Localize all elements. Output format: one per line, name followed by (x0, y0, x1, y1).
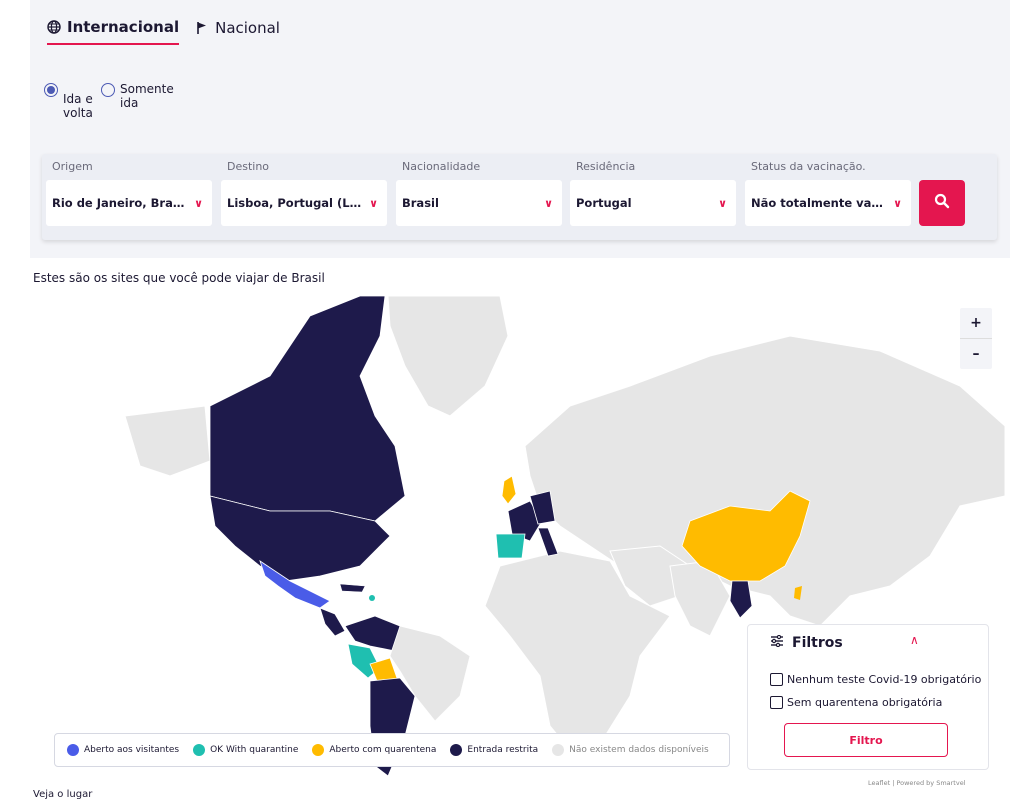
nationality-label: Nacionalidade (402, 160, 481, 173)
legend-dot-ok-quarantine (193, 744, 206, 756)
chevron-down-icon: ∨ (194, 196, 203, 210)
residence-value: Portugal (576, 196, 632, 210)
legend-label-open: Aberto aos visitantes (84, 745, 180, 755)
region-china (681, 490, 811, 582)
region-usa (209, 495, 391, 582)
zoom-control: + – (960, 308, 992, 369)
vaccination-label: Status da vacinação. (751, 160, 866, 173)
region-greenland (387, 296, 509, 417)
filter-checkbox-no-test[interactable] (770, 673, 783, 686)
nationality-field: Nacionalidade Brasil ∨ (396, 160, 562, 226)
tab-internacional[interactable]: Internacional (47, 18, 180, 45)
legend-dot-quarantine (312, 744, 325, 756)
region-canada (209, 296, 406, 522)
region-germany-area (529, 490, 556, 525)
legend-label-ok-quarantine: OK With quarantine (210, 745, 299, 755)
legend-item-ok-quarantine: OK With quarantine (193, 744, 298, 756)
legend-dot-restricted (450, 744, 463, 756)
region-iberia (495, 533, 526, 559)
zoom-divider (960, 338, 992, 339)
residence-field: Residência Portugal ∨ (570, 160, 736, 226)
legend-label-quarantine: Aberto com quarentena (329, 745, 437, 755)
round-trip-option[interactable]: Ida e volta (44, 82, 125, 120)
filters-header: Filtros (770, 634, 843, 651)
region-cuba (339, 583, 366, 593)
origin-value: Rio de Janeiro, Brasil (... (52, 196, 190, 210)
legend-label-restricted: Entrada restrita (467, 745, 539, 755)
one-way-option[interactable]: Somente ida (101, 82, 182, 120)
filter-label-no-test: Nenhum teste Covid-19 obrigatório (787, 673, 982, 686)
destination-field: Destino Lisboa, Portugal (LIS), ∨ (221, 160, 387, 226)
filter-label-no-quarantine: Sem quarentena obrigatória (787, 696, 943, 709)
search-icon (934, 193, 950, 213)
legend-item-open: Aberto aos visitantes (67, 744, 179, 756)
search-button[interactable] (919, 180, 965, 226)
trip-tabs: Internacional Nacional (47, 18, 280, 45)
region-africa (484, 550, 671, 757)
filter-checkbox-no-quarantine[interactable] (770, 696, 783, 709)
residence-label: Residência (576, 160, 636, 173)
one-way-label: Somente ida (120, 82, 174, 110)
region-brazil (389, 625, 471, 722)
legend-label-no-data: Não existem dados disponíveis (569, 745, 709, 755)
legend-item-no-data: Não existem dados disponíveis (552, 744, 709, 756)
vaccination-select[interactable]: Não totalmente vacina... ∨ (745, 180, 911, 226)
search-panel: Internacional Nacional Ida e volta Somen… (30, 0, 1010, 258)
origin-field: Origem Rio de Janeiro, Brasil (... ∨ (46, 160, 212, 226)
legend-item-quarantine: Aberto com quarentena (312, 744, 436, 756)
nationality-value: Brasil (402, 196, 439, 210)
search-bar: Origem Rio de Janeiro, Brasil (... ∨ Des… (42, 154, 997, 240)
filter-option-no-test[interactable]: Nenhum teste Covid-19 obrigatório (770, 673, 981, 686)
chevron-down-icon: ∨ (544, 196, 553, 210)
tab-internacional-label: Internacional (67, 18, 180, 36)
region-italy (537, 527, 559, 557)
region-alaska (124, 405, 211, 477)
region-uk (501, 475, 517, 505)
sliders-icon (770, 634, 784, 651)
trip-type-group: Ida e volta Somente ida (44, 82, 182, 120)
zoom-in-button[interactable]: + (970, 315, 982, 331)
region-caribbean-teal (369, 595, 375, 601)
region-myanmar (729, 580, 753, 619)
legend-item-restricted: Entrada restrita (450, 744, 538, 756)
zoom-out-button[interactable]: – (972, 346, 980, 362)
chevron-down-icon: ∨ (369, 196, 378, 210)
chevron-down-icon: ∨ (893, 196, 902, 210)
filter-option-no-quarantine[interactable]: Sem quarentena obrigatória (770, 696, 942, 709)
chevron-down-icon: ∨ (718, 196, 727, 210)
round-trip-radio[interactable] (44, 83, 58, 97)
map-legend: Aberto aos visitantes OK With quarantine… (54, 733, 730, 767)
residence-select[interactable]: Portugal ∨ (570, 180, 736, 226)
bottom-text: Veja o lugar (33, 789, 93, 800)
vaccination-field: Status da vacinação. Não totalmente vaci… (745, 160, 911, 226)
results-intro: Estes são os sites que você pode viajar … (33, 271, 325, 285)
globe-icon (47, 20, 61, 34)
filters-title: Filtros (792, 635, 843, 651)
region-france (507, 500, 543, 542)
destination-value: Lisboa, Portugal (LIS), (227, 196, 366, 210)
region-central-america (319, 607, 346, 637)
origin-select[interactable]: Rio de Janeiro, Brasil (... ∨ (46, 180, 212, 226)
nationality-select[interactable]: Brasil ∨ (396, 180, 562, 226)
legend-dot-open (67, 744, 79, 756)
destination-select[interactable]: Lisboa, Portugal (LIS), ∨ (221, 180, 387, 226)
filters-panel: Filtros ∧ Nenhum teste Covid-19 obrigató… (747, 624, 989, 770)
tab-nacional[interactable]: Nacional (195, 19, 280, 44)
tab-nacional-label: Nacional (215, 19, 280, 37)
one-way-radio[interactable] (101, 83, 115, 97)
origin-label: Origem (52, 160, 93, 173)
filter-button[interactable]: Filtro (784, 723, 948, 757)
round-trip-label: Ida e volta (63, 92, 93, 120)
legend-dot-no-data (552, 744, 565, 756)
map-attribution[interactable]: Leaflet | Powered by Smartvel (868, 779, 966, 787)
destination-label: Destino (227, 160, 270, 173)
vaccination-value: Não totalmente vacina... (751, 196, 889, 210)
flag-icon (195, 21, 209, 35)
chevron-up-icon[interactable]: ∧ (910, 633, 919, 647)
region-philippines (794, 586, 802, 600)
